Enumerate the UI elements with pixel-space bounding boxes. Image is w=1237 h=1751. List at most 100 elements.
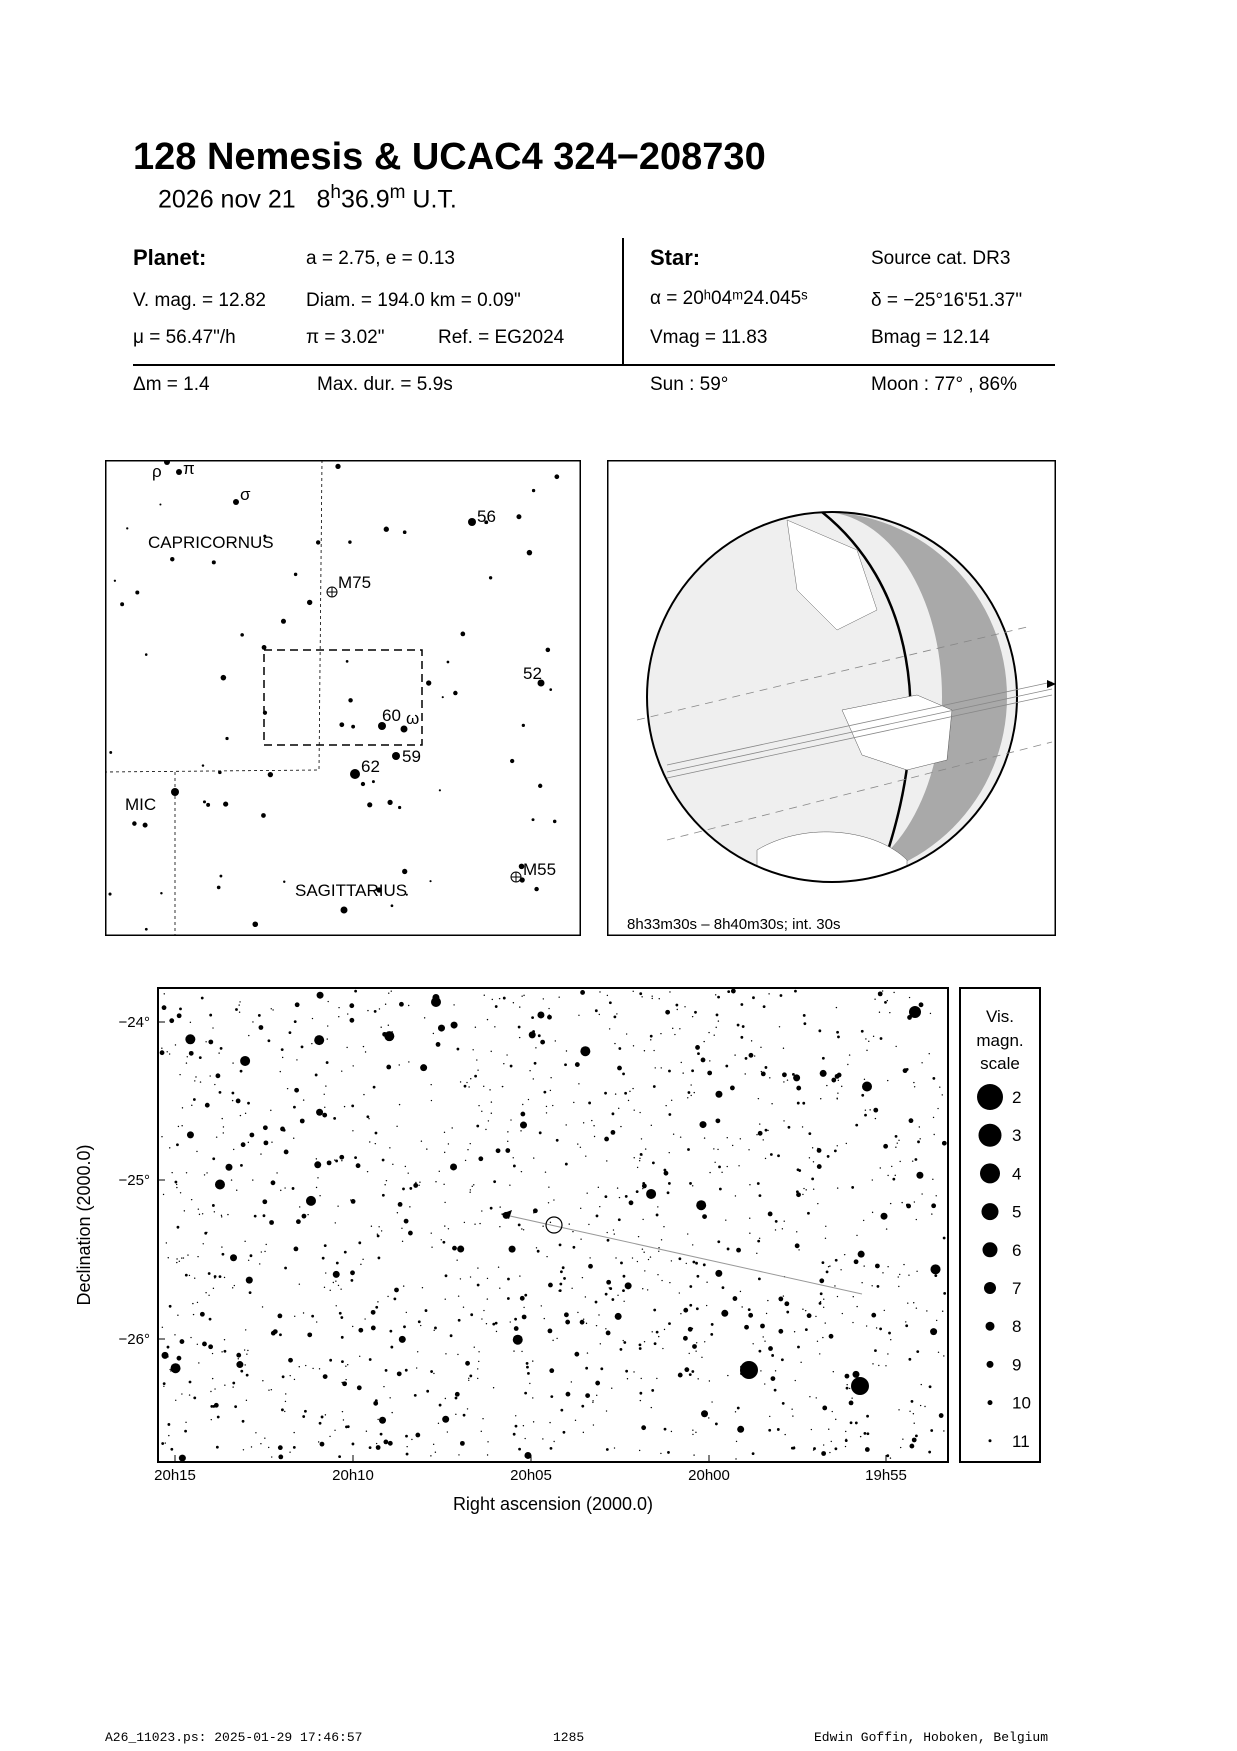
star: [375, 1442, 378, 1445]
star: [826, 1084, 828, 1087]
star: [905, 1203, 909, 1207]
star: [864, 1109, 867, 1111]
star: [764, 1340, 766, 1342]
star: [460, 631, 466, 637]
star: [350, 769, 360, 779]
star: [752, 1343, 754, 1345]
star: [398, 805, 402, 810]
star: [358, 1241, 362, 1245]
star: [856, 1305, 858, 1308]
star: [794, 1379, 796, 1382]
star: [642, 1288, 644, 1290]
star: [599, 1343, 602, 1345]
star: [360, 1263, 362, 1266]
star: [499, 1287, 501, 1289]
star: [929, 1012, 932, 1015]
star: [822, 1306, 825, 1308]
star: [176, 1355, 182, 1361]
star: [288, 1031, 292, 1035]
star: [522, 1229, 525, 1231]
star: [897, 1276, 899, 1278]
star: [660, 1032, 662, 1035]
star: [891, 1165, 893, 1168]
star: [168, 1304, 172, 1308]
star: [876, 1284, 880, 1288]
star: [320, 1415, 324, 1419]
star: [389, 1147, 391, 1149]
star: [913, 1422, 915, 1424]
star: [164, 460, 170, 465]
star: [389, 1397, 391, 1399]
label-omega: ω: [406, 709, 419, 728]
star: [223, 1349, 227, 1353]
star: [871, 1312, 877, 1318]
star: [392, 1163, 394, 1166]
star: [373, 1009, 377, 1013]
star: [887, 1079, 889, 1082]
star: [640, 1377, 642, 1380]
star: [863, 1265, 865, 1267]
star: [764, 1157, 767, 1160]
star: [893, 991, 895, 994]
star: [221, 1216, 223, 1218]
star: [345, 1425, 348, 1429]
star: [786, 1310, 790, 1314]
star: [689, 1285, 693, 1288]
star: [620, 1125, 622, 1128]
star: [213, 1275, 217, 1278]
star: [413, 1183, 419, 1188]
star: [405, 893, 408, 896]
star: [218, 770, 222, 775]
star: [505, 1148, 511, 1153]
star: [595, 1214, 599, 1218]
star: [598, 1314, 600, 1316]
star: [934, 1274, 938, 1278]
star: [484, 520, 489, 525]
star: [402, 1285, 405, 1287]
star: [874, 1349, 877, 1352]
star: [792, 1072, 795, 1076]
star: [709, 1060, 711, 1062]
star: [477, 1377, 479, 1380]
star: [431, 997, 441, 1007]
star: [340, 906, 348, 914]
star: [845, 1142, 848, 1145]
label-60: 60: [382, 706, 401, 725]
star: [793, 1331, 796, 1333]
star: [378, 1008, 381, 1010]
star: [907, 1302, 909, 1304]
star: [560, 1408, 564, 1412]
star: [181, 1107, 184, 1109]
star: [307, 1332, 313, 1338]
star: [881, 990, 884, 992]
star: [314, 1035, 325, 1046]
star: [405, 1434, 408, 1438]
star: [271, 1141, 273, 1143]
star: [579, 1319, 585, 1325]
star: [362, 1045, 365, 1048]
star: [632, 990, 634, 992]
star: [264, 1437, 266, 1439]
star: [678, 1292, 681, 1294]
star: [588, 1223, 590, 1226]
star: [216, 885, 221, 890]
star: [612, 1229, 615, 1231]
star: [913, 1302, 915, 1304]
star: [469, 1142, 471, 1145]
star: [565, 1391, 571, 1397]
star: [315, 1158, 318, 1160]
star: [240, 633, 244, 637]
star: [532, 1360, 534, 1362]
star: [210, 1418, 212, 1421]
star: [841, 1312, 844, 1315]
star: [525, 1362, 529, 1365]
star: [430, 1232, 432, 1234]
star: [715, 1118, 721, 1124]
star: [476, 1283, 480, 1287]
label-52: 52: [523, 664, 542, 683]
star: [639, 992, 643, 996]
star: [481, 1210, 483, 1212]
star: [554, 1040, 557, 1042]
star: [378, 1226, 380, 1228]
star: [244, 1112, 247, 1115]
